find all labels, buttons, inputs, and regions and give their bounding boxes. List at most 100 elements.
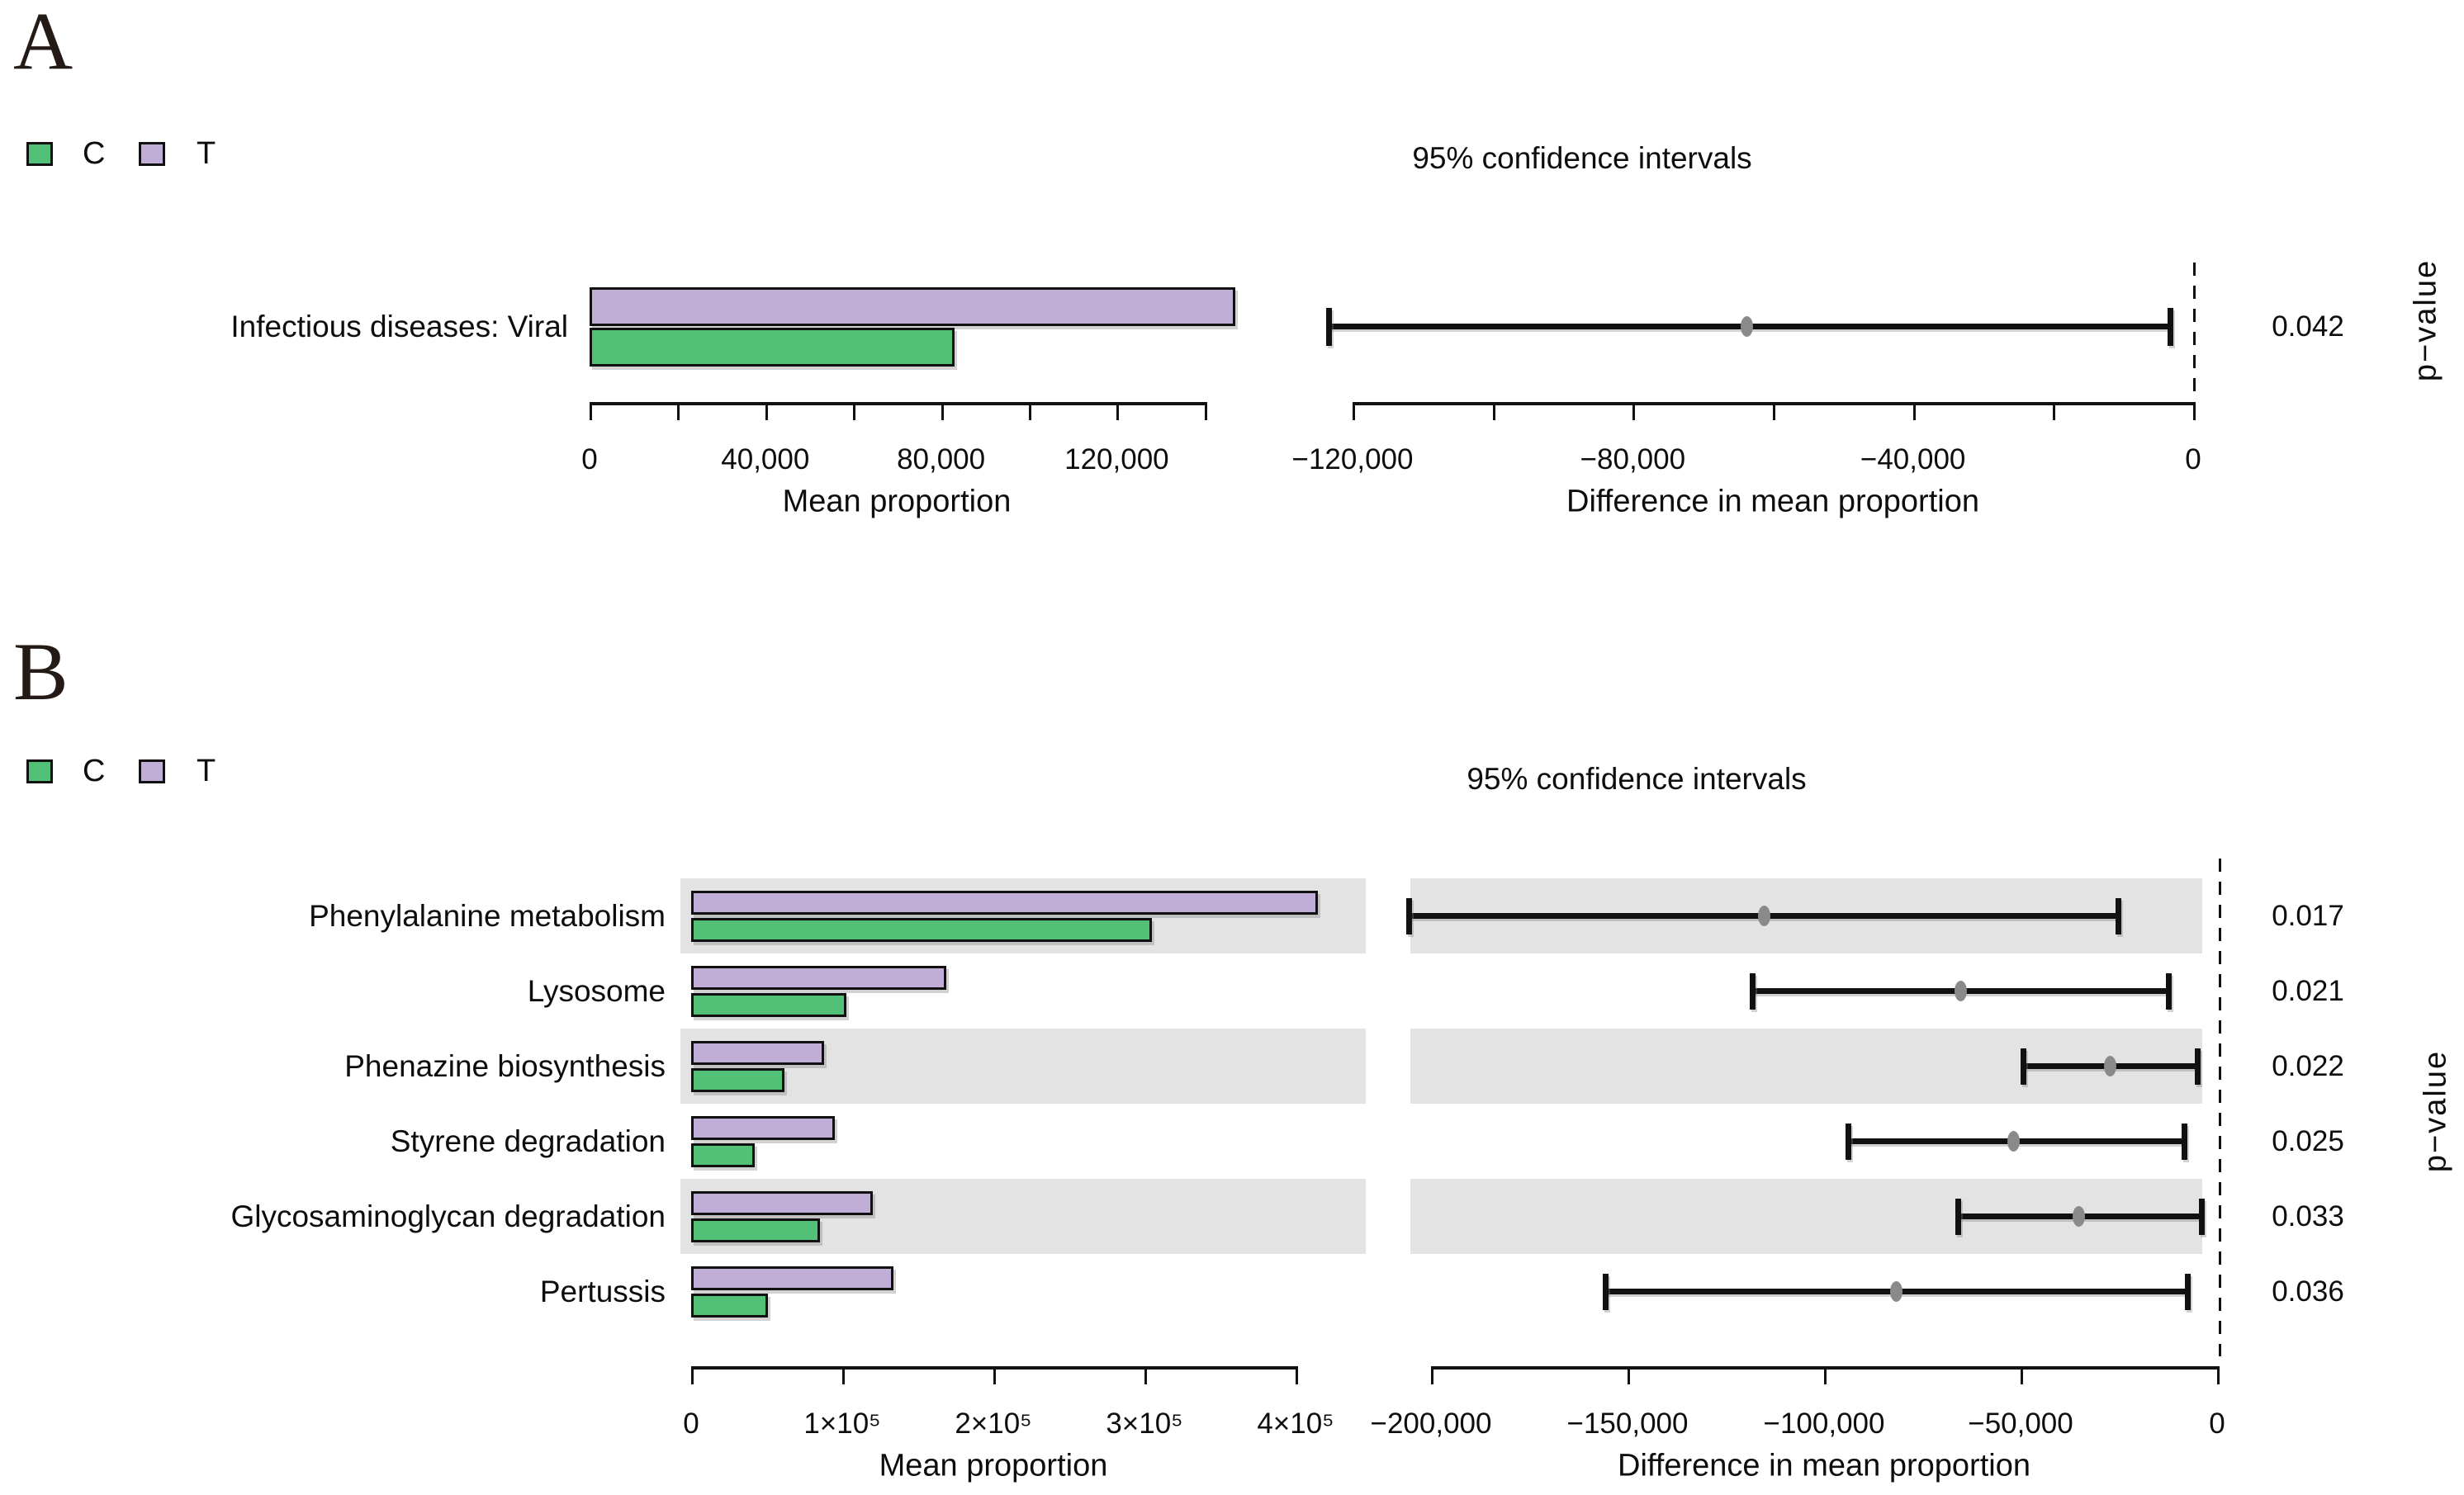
bar-T-1: [590, 286, 1236, 326]
right-axis-tick-label: 0: [2209, 1407, 2225, 1440]
right-axis-tick: [2053, 402, 2056, 420]
right-axis-tick-label: −50,000: [1968, 1407, 2073, 1440]
right-axis-tick: [1912, 402, 1916, 420]
ci-mean-dot: [2103, 1056, 2116, 1076]
left-axis-tick-label: 0: [683, 1407, 699, 1440]
panel-a-right-axis-title: Difference in mean proportion: [1566, 484, 1979, 519]
bar-T-1: [691, 890, 1319, 915]
panel-a-left-axis-title: Mean proportion: [782, 484, 1012, 519]
legend-label-T: T: [197, 754, 216, 788]
right-axis-tick-label: −40,000: [1860, 443, 1966, 475]
right-axis-tick: [2193, 402, 2196, 420]
category-label: Glycosaminoglycan degradation: [230, 1199, 666, 1233]
left-axis-tick: [677, 402, 680, 420]
bar-C-4: [691, 1143, 755, 1167]
left-axis-line: [590, 402, 1207, 405]
ci-cap-low: [2021, 1048, 2027, 1085]
right-axis-tick: [1824, 1366, 1827, 1384]
ci-mean-dot: [2007, 1131, 2021, 1152]
left-axis-tick-label: 120,000: [1064, 443, 1169, 475]
legend-swatch-C: [26, 759, 53, 783]
ci-cap-high: [2166, 972, 2173, 1010]
right-axis-tick: [2217, 1366, 2220, 1384]
right-axis-tick-label: −200,000: [1370, 1407, 1492, 1440]
bar-T-4: [691, 1115, 835, 1140]
left-axis-tick: [765, 402, 768, 420]
bar-C-3: [691, 1067, 785, 1092]
ci-mean-dot: [2073, 1206, 2086, 1227]
category-label: Infectious diseases: Viral: [230, 309, 568, 343]
panel-a-pvalue-axis-label: p−value: [2408, 258, 2443, 382]
p-value: 0.021: [2272, 974, 2344, 1007]
left-axis-tick-label: 1×10⁵: [803, 1407, 881, 1440]
ci-cap-low: [1955, 1198, 1962, 1235]
left-axis-tick: [842, 1366, 845, 1384]
right-axis-tick: [1773, 402, 1775, 420]
ci-mean-dot: [1954, 981, 1967, 1001]
left-axis-tick: [853, 402, 856, 420]
panel-b-pvalue-axis-label: p−value: [2418, 1049, 2453, 1173]
p-value: 0.025: [2272, 1124, 2344, 1157]
p-value: 0.017: [2272, 899, 2344, 932]
zero-dashed-line: [2219, 859, 2221, 1356]
bar-T-5: [691, 1190, 873, 1215]
left-axis-tick-label: 80,000: [897, 443, 986, 475]
category-label: Phenazine biosynthesis: [344, 1048, 666, 1083]
ci-cap-low: [1325, 307, 1332, 346]
ci-cap-low: [1603, 1273, 1609, 1310]
right-axis-tick: [1353, 402, 1355, 420]
legend-swatch-T: [139, 142, 165, 166]
ci-cap-high: [2115, 897, 2121, 934]
zero-dashed-line: [2193, 263, 2196, 399]
legend-swatch-T: [139, 759, 165, 783]
p-value: 0.033: [2272, 1199, 2344, 1232]
right-axis-tick-label: −80,000: [1580, 443, 1686, 475]
bar-C-2: [691, 992, 847, 1017]
right-axis-tick: [1632, 402, 1636, 420]
bar-T-6: [691, 1266, 894, 1290]
left-axis-tick: [1029, 402, 1031, 420]
category-label: Phenylalanine metabolism: [309, 898, 666, 933]
ci-cap-high: [2199, 1198, 2206, 1235]
panel-a-letter: A: [13, 0, 73, 87]
left-axis-tick: [590, 402, 592, 420]
right-axis-tick-label: −100,000: [1763, 1407, 1885, 1440]
ci-cap-low: [1406, 897, 1413, 934]
bar-C-1: [691, 917, 1153, 942]
right-axis-tick-label: 0: [2185, 443, 2201, 475]
panel-a-ci-title: 95% confidence intervals: [1412, 141, 1752, 175]
left-axis-tick: [1296, 1366, 1298, 1384]
panel-b-left-axis-title: Mean proportion: [879, 1448, 1108, 1483]
left-axis-tick: [993, 1366, 996, 1384]
p-value: 0.036: [2272, 1275, 2344, 1308]
p-value: 0.042: [2272, 310, 2344, 343]
ci-mean-dot: [1757, 906, 1770, 926]
right-axis-tick: [1628, 1366, 1630, 1384]
bar-T-2: [691, 965, 947, 990]
bar-C-5: [691, 1218, 820, 1242]
right-axis-tick: [1492, 402, 1495, 420]
legend-label-C: C: [83, 136, 106, 171]
left-axis-tick-label: 0: [581, 443, 598, 475]
ci-cap-high: [2167, 307, 2173, 346]
legend-label-C: C: [83, 754, 106, 788]
left-axis-tick: [1144, 1366, 1147, 1384]
right-axis-tick: [2021, 1366, 2023, 1384]
category-label: Styrene degradation: [390, 1124, 666, 1158]
panel-b-right-axis-title: Difference in mean proportion: [1618, 1448, 2030, 1483]
right-axis-tick: [1431, 1366, 1433, 1384]
ci-cap-low: [1845, 1123, 1851, 1160]
bar-C-6: [691, 1293, 769, 1318]
ci-mean-dot: [1741, 316, 1754, 337]
ci-cap-high: [2182, 1123, 2188, 1160]
panel-b-letter: B: [13, 626, 69, 717]
left-axis-tick-label: 4×10⁵: [1257, 1407, 1334, 1440]
bar-T-3: [691, 1040, 825, 1065]
left-axis-tick: [1116, 402, 1120, 420]
ci-cap-high: [2194, 1048, 2201, 1085]
panel-b-ci-title: 95% confidence intervals: [1467, 762, 1807, 796]
ci-cap-low: [1750, 972, 1756, 1010]
